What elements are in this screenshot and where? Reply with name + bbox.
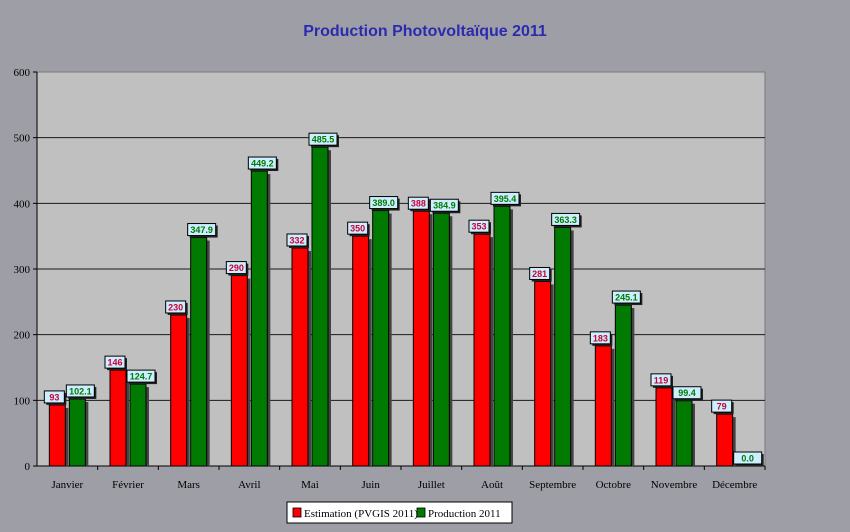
bar-production (372, 210, 390, 467)
x-tick-label: Avril (238, 479, 260, 491)
data-label: 99.4 (678, 388, 696, 398)
bar-production (250, 170, 268, 467)
bar-estimation (291, 247, 309, 467)
chart-title: Production Photovoltaïque 2011 (303, 23, 547, 40)
legend-swatch (416, 507, 426, 518)
data-label: 119 (654, 375, 669, 385)
y-tick-label: 400 (14, 198, 31, 210)
y-tick-label: 600 (14, 67, 31, 79)
data-label: 388 (411, 199, 426, 209)
legend-swatch (292, 507, 302, 518)
data-label: 146 (107, 358, 122, 368)
bar-estimation (716, 413, 734, 467)
data-label-box (126, 369, 156, 383)
data-label: 281 (532, 269, 547, 279)
data-label-box (247, 156, 277, 170)
y-tick-label: 300 (14, 264, 31, 276)
x-tick-label: Août (481, 479, 503, 491)
bar-estimation (170, 314, 188, 467)
bar-production (129, 383, 147, 467)
data-label: 449.2 (251, 159, 274, 169)
data-label: 102.1 (69, 386, 92, 396)
x-tick-label: Novembre (651, 479, 698, 491)
x-tick-label: Juillet (418, 479, 445, 491)
data-label: 230 (168, 302, 183, 312)
data-label: 350 (350, 224, 365, 234)
bar-production (68, 398, 86, 467)
legend-box (286, 501, 513, 524)
y-tick-label: 0 (25, 461, 31, 473)
data-label-box (104, 355, 126, 369)
data-label-box (43, 390, 65, 404)
data-label: 124.7 (130, 372, 153, 382)
data-label: 485.5 (312, 135, 335, 145)
bar-estimation (655, 387, 673, 467)
data-label-box (672, 386, 702, 400)
data-label-box (187, 223, 217, 237)
x-tick-label: Février (112, 479, 144, 491)
x-tick-label: Mars (177, 479, 200, 491)
bar-estimation (473, 233, 491, 467)
data-label-box (650, 373, 672, 387)
bar-estimation (109, 369, 127, 467)
data-label: 389.0 (372, 198, 395, 208)
bar-production (614, 304, 632, 467)
data-label-box (468, 219, 490, 233)
x-tick-label: Septembre (529, 479, 576, 491)
bar-estimation (230, 275, 248, 467)
data-label: 0.0 (741, 454, 754, 464)
data-label: 79 (717, 402, 727, 412)
data-label-box (165, 300, 187, 314)
x-tick-label: Décembre (712, 479, 757, 491)
bar-estimation (412, 210, 430, 467)
x-tick-label: Juin (361, 479, 380, 491)
y-tick-label: 100 (14, 395, 31, 407)
data-label-box (490, 191, 520, 205)
data-label-box (286, 233, 308, 247)
y-tick-label: 500 (14, 133, 31, 145)
data-label: 290 (229, 263, 244, 273)
legend-label: Production 2011 (428, 508, 501, 520)
data-label-box (308, 132, 338, 146)
data-label: 332 (289, 235, 304, 245)
bar-estimation (48, 404, 66, 467)
data-label-box (225, 261, 247, 275)
data-label: 363.3 (554, 215, 577, 225)
bar-production (190, 237, 208, 467)
data-label: 395.4 (494, 194, 517, 204)
data-label-box (429, 198, 459, 212)
data-label: 384.9 (433, 201, 456, 211)
data-label: 93 (49, 392, 59, 402)
data-label: 353 (471, 222, 486, 232)
bar-production (311, 146, 329, 467)
bar-production (493, 205, 511, 467)
x-tick-label: Mai (301, 479, 319, 491)
y-tick-label: 200 (14, 330, 31, 342)
data-label-box (369, 196, 399, 210)
data-label: 245.1 (615, 293, 638, 303)
x-tick-label: Octobre (596, 479, 632, 491)
bar-production (675, 400, 693, 467)
bar-estimation (352, 235, 370, 467)
bar-production (554, 226, 572, 467)
data-label: 183 (593, 333, 608, 343)
x-tick-label: Janvier (51, 479, 83, 491)
bar-estimation (534, 280, 552, 467)
data-label-box (711, 399, 733, 413)
data-label-box (65, 384, 95, 398)
data-label-box (611, 290, 641, 304)
bar-estimation (594, 345, 612, 467)
data-label-box (589, 331, 611, 345)
data-label-box (733, 451, 763, 465)
data-label-box (407, 196, 429, 210)
data-label-box (529, 266, 551, 280)
bar-production (432, 212, 450, 467)
legend-label: Estimation (PVGIS 2011) (304, 508, 418, 520)
data-label-box (551, 212, 581, 226)
data-label-box (347, 221, 369, 235)
data-label: 347.9 (190, 225, 213, 235)
